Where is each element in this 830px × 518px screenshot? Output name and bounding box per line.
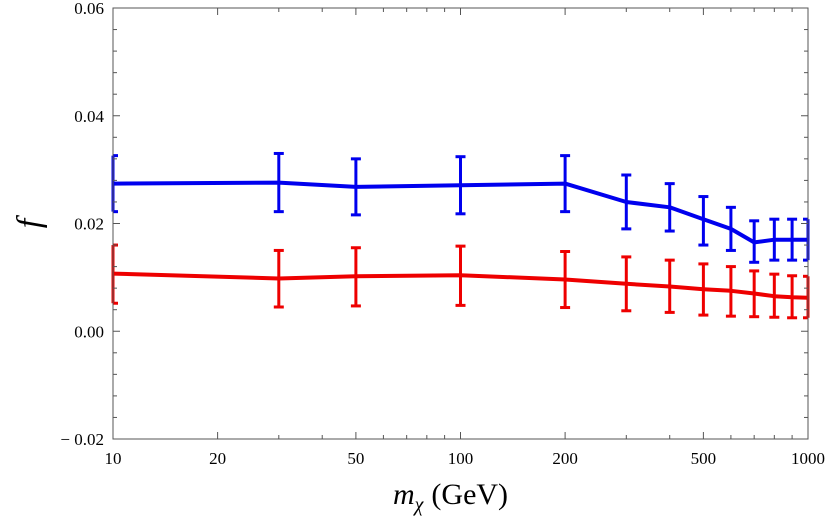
error-bar bbox=[273, 151, 284, 214]
tick-label-layer: − 0.02 0.00 0.02 0.04 0.06 10 20 50 100 200 500 100… bbox=[60, 0, 825, 468]
error-bar bbox=[769, 217, 780, 262]
error-bar bbox=[664, 182, 675, 233]
error-bar bbox=[350, 246, 361, 308]
error-bar bbox=[664, 258, 675, 314]
x-axis-title-unit: (GeV) bbox=[431, 478, 508, 511]
error-bar bbox=[621, 173, 632, 231]
x-tick-label: 100 bbox=[448, 449, 474, 468]
y-tick-label: − 0.02 bbox=[60, 430, 104, 449]
error-bar bbox=[621, 255, 632, 313]
x-tick-label: 10 bbox=[105, 449, 122, 468]
x-tick-label: 50 bbox=[347, 449, 364, 468]
y-tick-label: 0.00 bbox=[74, 322, 104, 341]
y-tick-label: 0.06 bbox=[74, 0, 104, 18]
series-2 bbox=[111, 243, 810, 320]
error-bar bbox=[769, 272, 780, 319]
ticks-layer bbox=[112, 7, 809, 440]
x-axis-title-main: m bbox=[393, 478, 415, 511]
y-tick-label: 0.04 bbox=[74, 107, 104, 126]
x-axis-title: mχ (GeV) bbox=[393, 478, 508, 516]
error-bar bbox=[725, 205, 736, 252]
error-bar bbox=[350, 157, 361, 217]
x-tick-label: 200 bbox=[552, 449, 578, 468]
error-bar bbox=[560, 250, 571, 310]
error-bar bbox=[749, 219, 760, 264]
x-tick-label: 20 bbox=[209, 449, 226, 468]
error-bar bbox=[560, 154, 571, 214]
error-bar bbox=[455, 244, 466, 307]
y-tick-label: 0.02 bbox=[74, 215, 104, 234]
error-bar bbox=[749, 269, 760, 319]
error-bar bbox=[455, 155, 466, 216]
x-axis-title-sub: χ bbox=[413, 494, 425, 516]
error-bar bbox=[698, 195, 709, 247]
error-bar bbox=[725, 265, 736, 318]
error-bar bbox=[698, 262, 709, 317]
error-bar bbox=[273, 248, 284, 309]
x-tick-label: 500 bbox=[691, 449, 717, 468]
error-bar bbox=[787, 274, 798, 320]
error-bar bbox=[787, 217, 798, 262]
x-tick-label: 1000 bbox=[791, 449, 825, 468]
